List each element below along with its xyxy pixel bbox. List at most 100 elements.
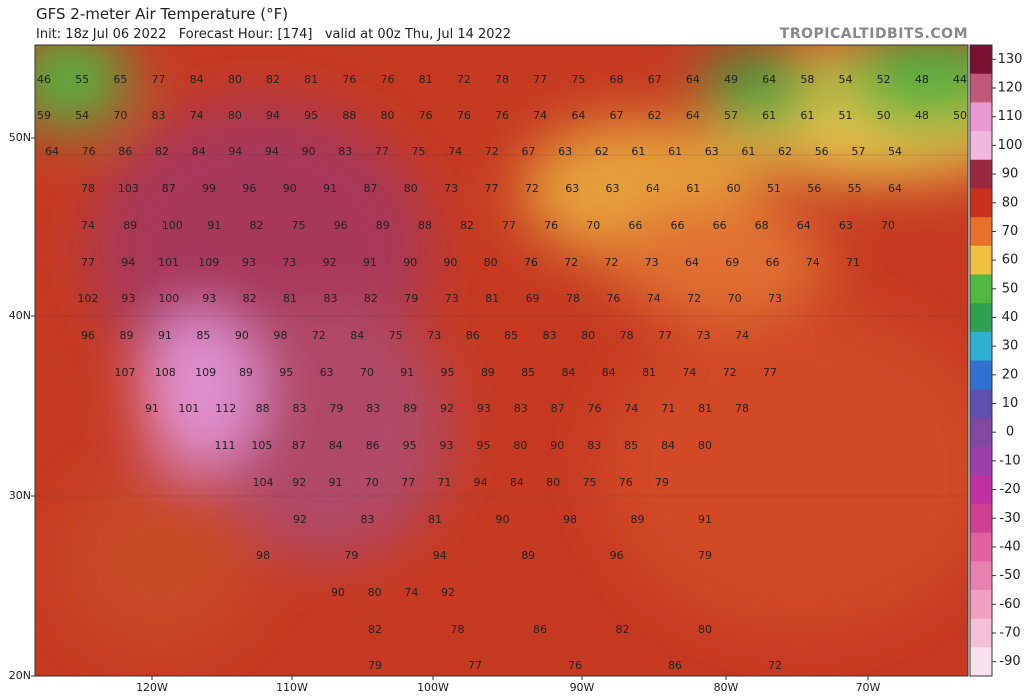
station-value: 93 xyxy=(242,256,256,269)
station-value: 81 xyxy=(428,513,442,526)
colorbar-segment xyxy=(970,217,992,247)
station-value: 82 xyxy=(364,292,378,305)
colorbar-segment xyxy=(970,102,992,132)
station-value: 86 xyxy=(533,623,547,636)
colorbar-frame xyxy=(969,44,993,677)
station-value: 75 xyxy=(292,219,306,232)
station-value: 83 xyxy=(361,513,375,526)
station-value: 77 xyxy=(485,182,499,195)
station-value: 94 xyxy=(433,549,447,562)
station-value: 83 xyxy=(514,402,528,415)
station-value: 92 xyxy=(323,256,337,269)
station-value: 83 xyxy=(323,292,337,305)
station-value: 62 xyxy=(778,145,792,158)
lat-label: 40N xyxy=(9,309,31,322)
station-value: 87 xyxy=(292,439,306,452)
station-value: 82 xyxy=(249,219,263,232)
colorbar-segment xyxy=(970,303,992,333)
station-value: 95 xyxy=(304,109,318,122)
colorbar-segment xyxy=(970,131,992,161)
station-value: 68 xyxy=(610,73,624,86)
station-value: 73 xyxy=(645,256,659,269)
colorbar-segment xyxy=(970,159,992,189)
station-value: 90 xyxy=(403,256,417,269)
station-value: 74 xyxy=(533,109,547,122)
station-value: 83 xyxy=(543,329,557,342)
station-value: 94 xyxy=(474,476,488,489)
station-value: 90 xyxy=(235,329,249,342)
station-value: 55 xyxy=(848,182,862,195)
station-value: 91 xyxy=(363,256,377,269)
station-value: 56 xyxy=(815,145,829,158)
station-value: 72 xyxy=(687,292,701,305)
station-value: 89 xyxy=(403,402,417,415)
station-value: 88 xyxy=(418,219,432,232)
station-value: 98 xyxy=(273,329,287,342)
station-value: 72 xyxy=(604,256,618,269)
station-value: 85 xyxy=(504,329,518,342)
colorbar-segment xyxy=(970,475,992,505)
station-value: 69 xyxy=(526,292,540,305)
station-value: 101 xyxy=(178,402,199,415)
station-value: 80 xyxy=(581,329,595,342)
station-value: 96 xyxy=(610,549,624,562)
station-value: 62 xyxy=(648,109,662,122)
station-value: 50 xyxy=(877,109,891,122)
station-value: 76 xyxy=(82,145,96,158)
station-value: 90 xyxy=(550,439,564,452)
station-value: 78 xyxy=(495,73,509,86)
station-value: 80 xyxy=(368,586,382,599)
station-value: 86 xyxy=(118,145,132,158)
station-value: 61 xyxy=(686,182,700,195)
station-value: 52 xyxy=(877,73,891,86)
station-value: 63 xyxy=(320,366,334,379)
colorbar-segment xyxy=(970,446,992,476)
station-value: 48 xyxy=(915,109,929,122)
station-value: 72 xyxy=(312,329,326,342)
station-value: 79 xyxy=(329,402,343,415)
colorbar-label: -30 xyxy=(999,511,1020,526)
station-value: 85 xyxy=(196,329,210,342)
station-value: 70 xyxy=(360,366,374,379)
colorbar-segment xyxy=(970,647,992,677)
station-value: 57 xyxy=(851,145,865,158)
station-value: 85 xyxy=(624,439,638,452)
station-value: 84 xyxy=(350,329,364,342)
station-value: 92 xyxy=(441,586,455,599)
station-value: 64 xyxy=(646,182,660,195)
station-value: 78 xyxy=(620,329,634,342)
station-value: 82 xyxy=(155,145,169,158)
station-value: 84 xyxy=(329,439,343,452)
colorbar-label: 10 xyxy=(1002,396,1019,411)
station-value: 62 xyxy=(595,145,609,158)
lat-label: 50N xyxy=(9,131,31,144)
station-value: 84 xyxy=(190,73,204,86)
station-value: 81 xyxy=(485,292,499,305)
station-value: 75 xyxy=(412,145,426,158)
station-value: 90 xyxy=(283,182,297,195)
station-value: 93 xyxy=(477,402,491,415)
station-value: 64 xyxy=(797,219,811,232)
lat-label: 30N xyxy=(9,489,31,502)
station-value: 74 xyxy=(647,292,661,305)
colorbar-label: -10 xyxy=(999,453,1020,468)
station-value: 80 xyxy=(381,109,395,122)
station-value: 94 xyxy=(121,256,135,269)
station-value: 70 xyxy=(365,476,379,489)
colorbar-label: 100 xyxy=(998,138,1023,153)
station-value: 78 xyxy=(81,182,95,195)
station-value: 58 xyxy=(800,73,814,86)
station-value: 89 xyxy=(239,366,253,379)
station-value: 76 xyxy=(619,476,633,489)
colorbar-label: 40 xyxy=(1002,310,1019,325)
colorbar-label: -70 xyxy=(999,625,1020,640)
station-value: 70 xyxy=(586,219,600,232)
station-value: 64 xyxy=(762,73,776,86)
station-value: 76 xyxy=(606,292,620,305)
station-value: 73 xyxy=(427,329,441,342)
station-value: 61 xyxy=(762,109,776,122)
station-value: 90 xyxy=(496,513,510,526)
station-value: 76 xyxy=(457,109,471,122)
station-value: 98 xyxy=(256,549,270,562)
